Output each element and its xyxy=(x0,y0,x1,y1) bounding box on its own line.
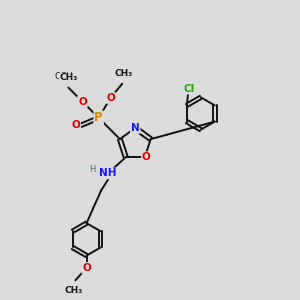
Text: CH₃: CH₃ xyxy=(59,73,77,82)
Text: CH₃: CH₃ xyxy=(65,286,83,295)
Text: O: O xyxy=(106,93,115,103)
Text: P: P xyxy=(94,111,103,124)
Text: Cl: Cl xyxy=(183,84,194,94)
Text: O: O xyxy=(82,263,91,273)
Text: O: O xyxy=(78,97,87,107)
Text: N: N xyxy=(131,123,140,133)
Text: OCH₃: OCH₃ xyxy=(55,72,77,81)
Text: H: H xyxy=(89,165,96,174)
Text: NH: NH xyxy=(99,168,117,178)
Text: O: O xyxy=(142,152,151,162)
Text: CH₃: CH₃ xyxy=(115,70,133,79)
Text: O: O xyxy=(71,120,80,130)
